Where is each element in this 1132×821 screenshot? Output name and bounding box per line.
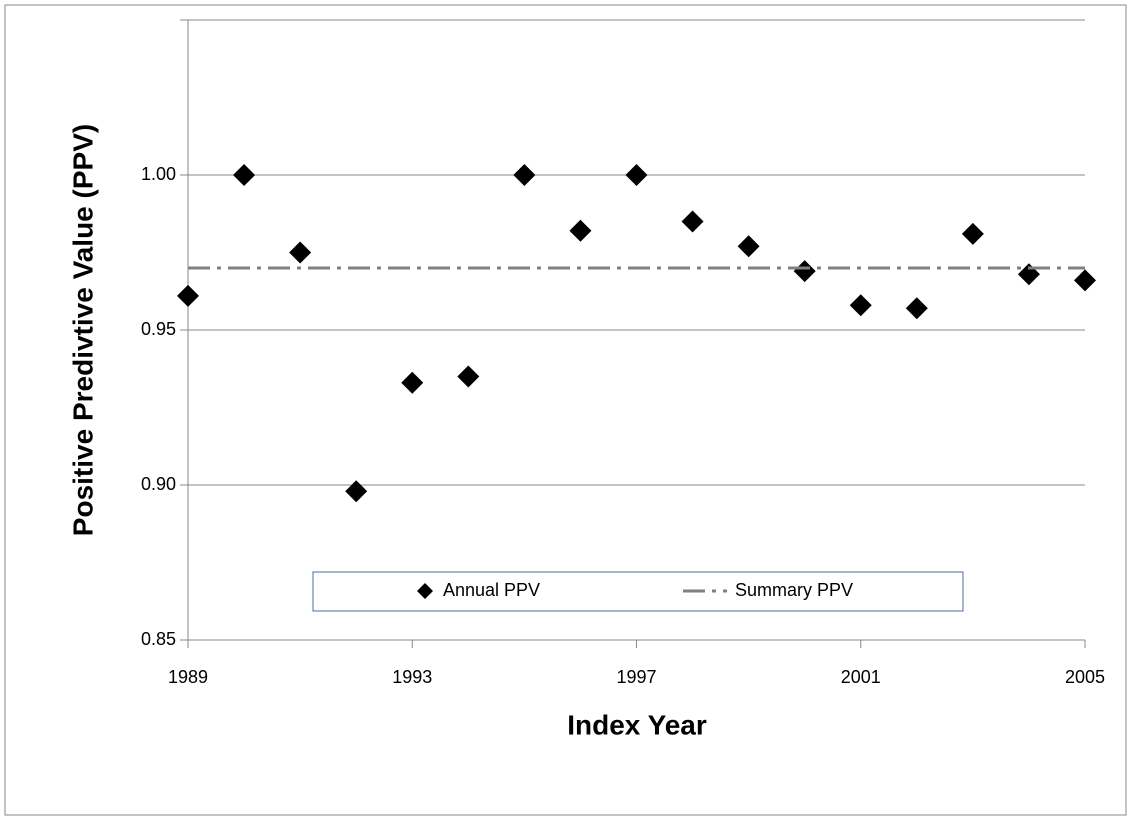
data-point (513, 164, 536, 186)
data-point (345, 480, 368, 503)
legend-marker (417, 583, 433, 599)
legend-box (312, 571, 964, 612)
data-point (625, 164, 648, 186)
x-tick-label: 2005 (1065, 667, 1105, 687)
y-tick-label: 0.95 (141, 319, 176, 339)
x-tick-label: 1993 (392, 667, 432, 687)
data-point (793, 260, 816, 283)
chart-border (4, 4, 1127, 816)
data-point (401, 371, 424, 394)
x-axis-title: Index Year (567, 709, 707, 740)
x-tick-label: 1989 (168, 667, 208, 687)
data-point (569, 219, 592, 242)
data-point (905, 297, 928, 320)
y-tick-label: 0.85 (141, 629, 176, 649)
y-axis-title: Positive Predivtive Value (PPV) (67, 124, 98, 536)
data-point (177, 284, 199, 307)
data-point (233, 164, 256, 186)
legend-label: Annual PPV (443, 580, 540, 600)
data-point (457, 365, 480, 388)
data-point (961, 222, 984, 245)
y-tick-label: 1.00 (141, 164, 176, 184)
data-point (849, 294, 872, 317)
x-tick-label: 2001 (841, 667, 881, 687)
legend-label: Summary PPV (735, 580, 853, 600)
data-point (1074, 269, 1096, 292)
data-point (289, 241, 312, 264)
x-tick-label: 1997 (616, 667, 656, 687)
y-tick-label: 0.90 (141, 474, 176, 494)
data-point (737, 235, 760, 258)
data-point (681, 210, 704, 233)
